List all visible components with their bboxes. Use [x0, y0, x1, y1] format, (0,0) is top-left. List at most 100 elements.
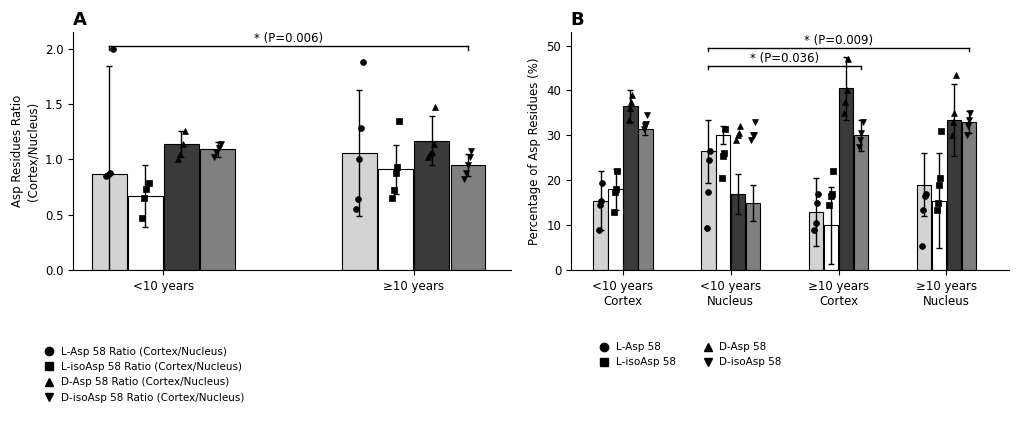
Point	[390, 117, 407, 124]
Bar	[700, 151, 715, 270]
Point	[623, 98, 639, 105]
Point	[98, 173, 114, 180]
Point	[208, 148, 224, 155]
Legend: L-Asp 58 Ratio (Cortex/Nucleus), L-isoAsp 58 Ratio (Cortex/Nucleus), D-Asp 58 Ra: L-Asp 58 Ratio (Cortex/Nucleus), L-isoAs…	[43, 347, 244, 403]
Point	[820, 202, 837, 209]
Point	[606, 188, 623, 195]
Point	[351, 156, 367, 163]
Point	[622, 105, 638, 112]
Point	[141, 179, 157, 186]
Bar	[961, 122, 975, 270]
Point	[947, 71, 963, 78]
Point	[590, 226, 606, 233]
Point	[347, 206, 364, 213]
Point	[104, 45, 120, 52]
Bar	[378, 170, 413, 270]
Point	[136, 194, 152, 202]
Point	[385, 187, 401, 194]
Point	[915, 193, 931, 200]
Point	[624, 91, 640, 98]
Point	[608, 168, 625, 175]
Bar	[745, 203, 759, 270]
Bar	[946, 120, 960, 270]
Point	[822, 190, 839, 198]
Point	[700, 157, 716, 164]
Point	[837, 98, 853, 105]
Point	[807, 219, 823, 227]
Point	[355, 58, 371, 65]
Point	[731, 123, 747, 130]
Point	[943, 132, 959, 139]
Y-axis label: Percentage of Asp Residues (%): Percentage of Asp Residues (%)	[527, 57, 540, 245]
Bar	[450, 165, 485, 270]
Point	[716, 125, 733, 132]
Bar	[92, 174, 126, 270]
Point	[636, 123, 652, 130]
Point	[460, 162, 476, 169]
Point	[959, 123, 975, 130]
Point	[929, 181, 946, 188]
Legend: L-Asp 58, L-isoAsp 58, D-Asp 58, D-isoAsp 58: L-Asp 58, L-isoAsp 58, D-Asp 58, D-isoAs…	[597, 342, 781, 368]
Point	[211, 145, 227, 152]
Point	[823, 168, 840, 175]
Point	[139, 186, 155, 193]
Point	[422, 150, 438, 158]
Point	[850, 143, 866, 150]
Point	[594, 179, 610, 186]
Point	[591, 202, 607, 209]
Point	[213, 140, 229, 147]
Point	[931, 127, 948, 134]
Text: * (P=0.036): * (P=0.036)	[749, 52, 818, 65]
Point	[176, 127, 193, 134]
Bar	[414, 141, 448, 270]
Point	[463, 147, 479, 154]
Y-axis label: Asp Residues Ratio
(Cortex/Nucleus): Asp Residues Ratio (Cortex/Nucleus)	[11, 95, 39, 207]
Bar	[823, 225, 838, 270]
Point	[836, 109, 852, 117]
Point	[174, 140, 191, 147]
Bar	[127, 196, 163, 270]
Point	[838, 87, 854, 94]
Point	[638, 112, 654, 119]
Bar	[623, 106, 637, 270]
Point	[743, 136, 759, 143]
Point	[821, 193, 838, 200]
Point	[425, 140, 441, 147]
Point	[945, 118, 961, 125]
Text: A: A	[73, 11, 87, 29]
Point	[808, 199, 824, 206]
Bar	[715, 135, 730, 270]
Point	[102, 169, 118, 176]
Point	[712, 174, 729, 182]
Point	[913, 242, 929, 249]
Point	[745, 132, 761, 139]
Point	[701, 148, 717, 155]
Bar	[164, 144, 199, 270]
Point	[728, 136, 744, 143]
Point	[461, 154, 477, 161]
Point	[455, 176, 472, 183]
Point	[100, 171, 116, 178]
Point	[839, 56, 855, 63]
Point	[605, 208, 622, 215]
Point	[635, 125, 651, 132]
Text: B: B	[571, 11, 584, 29]
Point	[389, 164, 406, 171]
Point	[458, 169, 474, 176]
Bar	[916, 185, 930, 270]
Text: * (P=0.009): * (P=0.009)	[803, 34, 872, 47]
Point	[427, 104, 443, 111]
Point	[930, 174, 947, 182]
Point	[958, 132, 974, 139]
Point	[961, 109, 977, 117]
Point	[960, 116, 976, 123]
Text: * (P=0.006): * (P=0.006)	[254, 32, 323, 45]
Point	[746, 118, 762, 125]
Point	[744, 132, 760, 139]
Point	[423, 148, 439, 155]
Point	[928, 206, 945, 213]
Point	[854, 118, 870, 125]
Point	[714, 152, 731, 159]
Point	[206, 154, 222, 161]
Bar	[607, 190, 623, 270]
